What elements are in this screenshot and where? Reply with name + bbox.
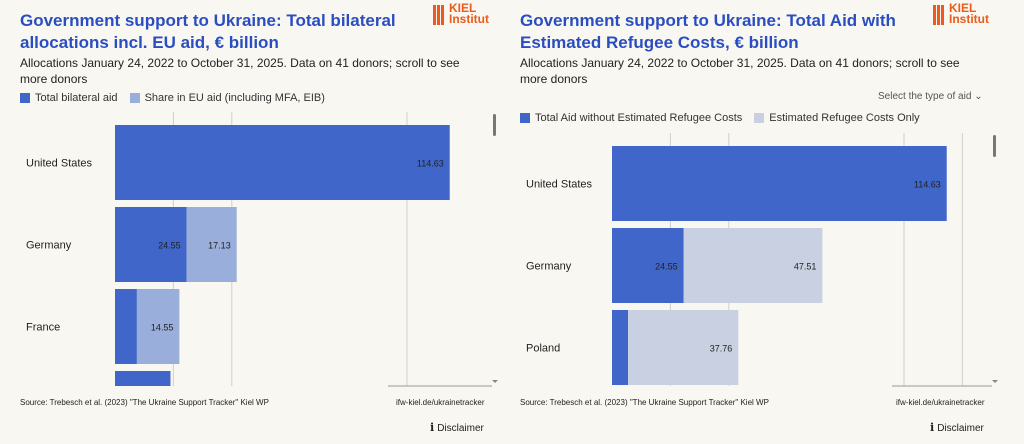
chart-legend: Total bilateral aid Share in EU aid (inc… <box>20 92 325 104</box>
legend-label: Total bilateral aid <box>35 92 118 104</box>
legend-label: Estimated Refugee Costs Only <box>769 112 920 124</box>
category-label: Germany <box>526 261 572 273</box>
legend-swatch <box>129 93 140 103</box>
logo-line-1: KIEL <box>449 1 477 15</box>
disclaimer-link[interactable]: i Disclaimer <box>430 421 484 434</box>
chart-legend: Total Aid without Estimated Refugee Cost… <box>520 112 920 124</box>
aid-type-selector[interactable]: Select the type of aid ⌄ <box>878 91 983 102</box>
scroll-down-icon <box>992 380 998 383</box>
legend-label: Share in EU aid (including MFA, EIB) <box>144 92 325 104</box>
legend-item-total-aid[interactable]: Total Aid without Estimated Refugee Cost… <box>520 112 742 124</box>
logo-line-1: KIEL <box>949 1 977 15</box>
bar-chart-refugee: United States 114.63 Germany 24.55 47.51 Pola… <box>526 133 998 387</box>
kiel-logo-icon <box>933 5 945 25</box>
data-label: 37.76 <box>710 344 733 354</box>
bar-secondary <box>628 310 739 385</box>
info-icon: i <box>430 421 435 434</box>
disclaimer-label: Disclaimer <box>937 423 984 434</box>
data-label: 47.51 <box>794 262 817 272</box>
bar-primary <box>612 228 684 303</box>
bar-primary <box>115 207 187 282</box>
bar-secondary <box>683 228 823 303</box>
legend-swatch <box>754 113 765 123</box>
source-note: Source: Trebesch et al. (2023) "The Ukra… <box>520 398 769 407</box>
scroll-down-icon <box>492 380 498 383</box>
data-label: 24.55 <box>158 241 181 251</box>
disclaimer-label: Disclaimer <box>437 423 484 434</box>
bar-secondary <box>186 207 237 282</box>
bar-primary <box>612 146 947 221</box>
scrollbar-thumb <box>493 114 496 136</box>
legend-swatch <box>520 113 530 123</box>
tracker-link[interactable]: ifw-kiel.de/ukrainetracker <box>896 398 985 407</box>
legend-item-refugee-costs[interactable]: Estimated Refugee Costs Only <box>754 112 920 124</box>
tracker-link[interactable]: ifw-kiel.de/ukrainetracker <box>396 398 485 407</box>
data-label: 24.55 <box>655 262 678 272</box>
disclaimer-link[interactable]: i Disclaimer <box>930 421 984 434</box>
logo-line-2: Institut <box>949 12 989 26</box>
kiel-institut-logo: KIEL Institut <box>433 1 499 29</box>
data-label: 114.63 <box>914 180 941 190</box>
kiel-logo-icon <box>433 5 445 25</box>
legend-item-eu-share[interactable]: Share in EU aid (including MFA, EIB) <box>129 92 325 104</box>
logo-line-2: Institut <box>449 12 489 26</box>
data-label: 114.63 <box>417 159 444 169</box>
bar-secondary <box>136 289 180 364</box>
info-icon: i <box>930 421 935 434</box>
category-label: United States <box>526 179 593 191</box>
chart-title: Government support to Ukraine: Total Aid… <box>520 11 896 52</box>
legend-item-bilateral[interactable]: Total bilateral aid <box>20 92 118 104</box>
chart-panel-bilateral: Government support to Ukraine: Total bil… <box>20 0 520 444</box>
scrollbar-thumb <box>993 135 996 157</box>
chart-subtitle: Allocations January 24, 2022 to October … <box>20 56 460 86</box>
chart-title: Government support to Ukraine: Total bil… <box>20 11 396 52</box>
aid-type-selector-label: Select the type of aid <box>878 91 972 102</box>
bar-primary <box>115 371 171 386</box>
chart-panel-refugee: Government support to Ukraine: Total Aid… <box>520 0 1020 444</box>
legend-label: Total Aid without Estimated Refugee Cost… <box>535 112 743 124</box>
data-label: 14.55 <box>151 323 174 333</box>
bar-primary <box>612 310 629 385</box>
bar-primary <box>115 289 137 364</box>
data-label: 17.13 <box>208 241 231 251</box>
category-label: United States <box>26 158 93 170</box>
category-label: Poland <box>526 343 560 355</box>
chart-subtitle: Allocations January 24, 2022 to October … <box>520 56 960 86</box>
legend-swatch <box>20 93 30 103</box>
kiel-institut-logo: KIEL Institut <box>933 1 999 29</box>
category-label: France <box>26 322 60 334</box>
category-label: Germany <box>26 240 72 252</box>
chevron-down-icon: ⌄ <box>974 91 983 102</box>
bar-chart-bilateral: United States 114.63 Germany 24.55 17.13 Fran… <box>26 112 498 387</box>
source-note: Source: Trebesch et al. (2023) "The Ukra… <box>20 398 269 407</box>
bar-primary <box>115 125 450 200</box>
